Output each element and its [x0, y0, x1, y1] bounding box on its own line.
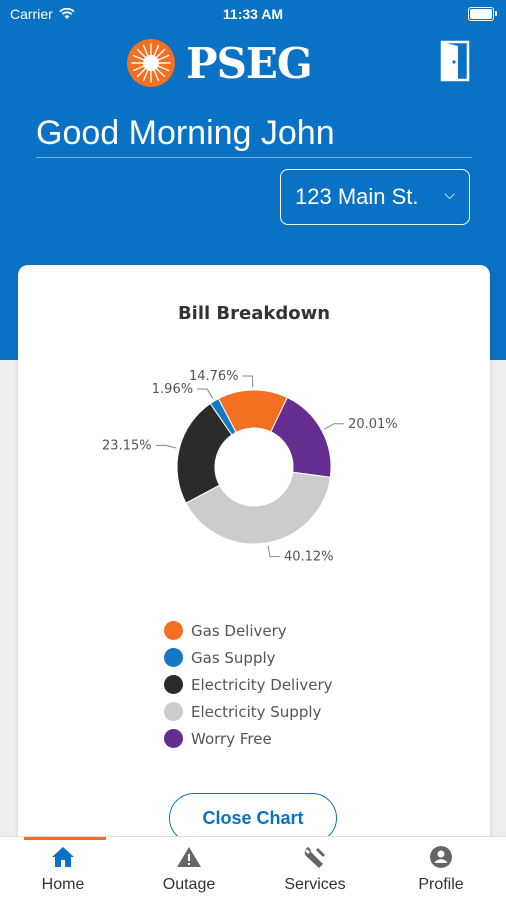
active-tab-indicator — [24, 837, 106, 840]
legend-swatch — [164, 729, 183, 748]
leader-line — [242, 375, 254, 388]
greeting-text: Good Morning John — [36, 114, 335, 152]
legend-label: Worry Free — [191, 729, 272, 748]
chevron-down-icon: ⌵ — [444, 186, 455, 202]
data-label: 20.01% — [348, 417, 398, 432]
data-label: 1.96% — [152, 382, 193, 397]
wifi-icon — [59, 8, 75, 19]
sign-out-icon[interactable] — [440, 40, 472, 82]
tab-label: Home — [41, 876, 85, 893]
data-label: 14.76% — [189, 369, 239, 384]
legend-item: Electricity Supply — [164, 698, 333, 725]
address-dropdown[interactable]: 123 Main St. ⌵ — [280, 169, 470, 225]
legend-swatch — [164, 675, 183, 694]
legend-label: Gas Supply — [191, 648, 276, 667]
legend-swatch — [164, 648, 183, 667]
leader-line — [155, 444, 177, 449]
status-bar: Carrier 11:33 AM — [0, 0, 506, 28]
chart-title: Bill Breakdown — [177, 303, 331, 324]
legend-label: Electricity Delivery — [191, 675, 333, 694]
legend-item: Gas Delivery — [164, 617, 333, 644]
status-time: 11:33 AM — [222, 6, 284, 22]
legend-item: Gas Supply — [164, 644, 333, 671]
legend-swatch — [164, 621, 183, 640]
tab-label: Services — [284, 876, 346, 893]
slice-electricity-delivery — [176, 402, 233, 504]
carrier: Carrier — [10, 6, 75, 22]
tab-outage[interactable]: Outage — [126, 837, 252, 901]
chart-legend: Gas Delivery Gas Supply Electricity Delive… — [164, 617, 333, 752]
tab-bar: Home Outage Services Profile — [0, 836, 506, 901]
tab-label: Outage — [162, 876, 216, 893]
address-value: 123 Main St. — [295, 184, 419, 209]
carrier-label: Carrier — [10, 6, 53, 22]
tab-profile[interactable]: Profile — [378, 837, 504, 901]
leader-line — [267, 545, 280, 558]
bill-breakdown-card: Bill Breakdown 14.76% 20.01% 40.12% 23.15% 1… — [18, 265, 490, 885]
greeting-divider — [36, 157, 472, 158]
bill-breakdown-chart: 14.76% 20.01% 40.12% 23.15% 1.96% — [102, 369, 398, 565]
sun-logo-icon — [127, 39, 175, 87]
slice-gas-supply — [209, 398, 237, 436]
legend-item: Electricity Delivery — [164, 671, 333, 698]
profile-icon — [430, 846, 452, 868]
tab-services[interactable]: Services — [252, 837, 378, 901]
pseg-logo: PSEG — [126, 38, 313, 88]
tab-label: Profile — [418, 876, 464, 893]
data-label: 23.15% — [102, 438, 152, 453]
legend-label: Electricity Supply — [191, 702, 322, 721]
logo-text: PSEG — [186, 38, 313, 88]
leader-line — [197, 388, 214, 399]
legend-swatch — [164, 702, 183, 721]
data-label: 40.12% — [284, 550, 334, 565]
wrench-icon — [304, 847, 325, 868]
legend-label: Gas Delivery — [191, 621, 287, 640]
tab-home[interactable]: Home — [0, 837, 126, 901]
legend-item: Worry Free — [164, 725, 333, 752]
home-icon — [52, 847, 74, 867]
battery-icon — [468, 7, 497, 21]
slice-electricity-supply — [185, 471, 331, 545]
leader-line — [324, 423, 345, 430]
close-chart-button[interactable]: Close Chart — [169, 793, 337, 843]
warning-icon — [177, 847, 201, 867]
